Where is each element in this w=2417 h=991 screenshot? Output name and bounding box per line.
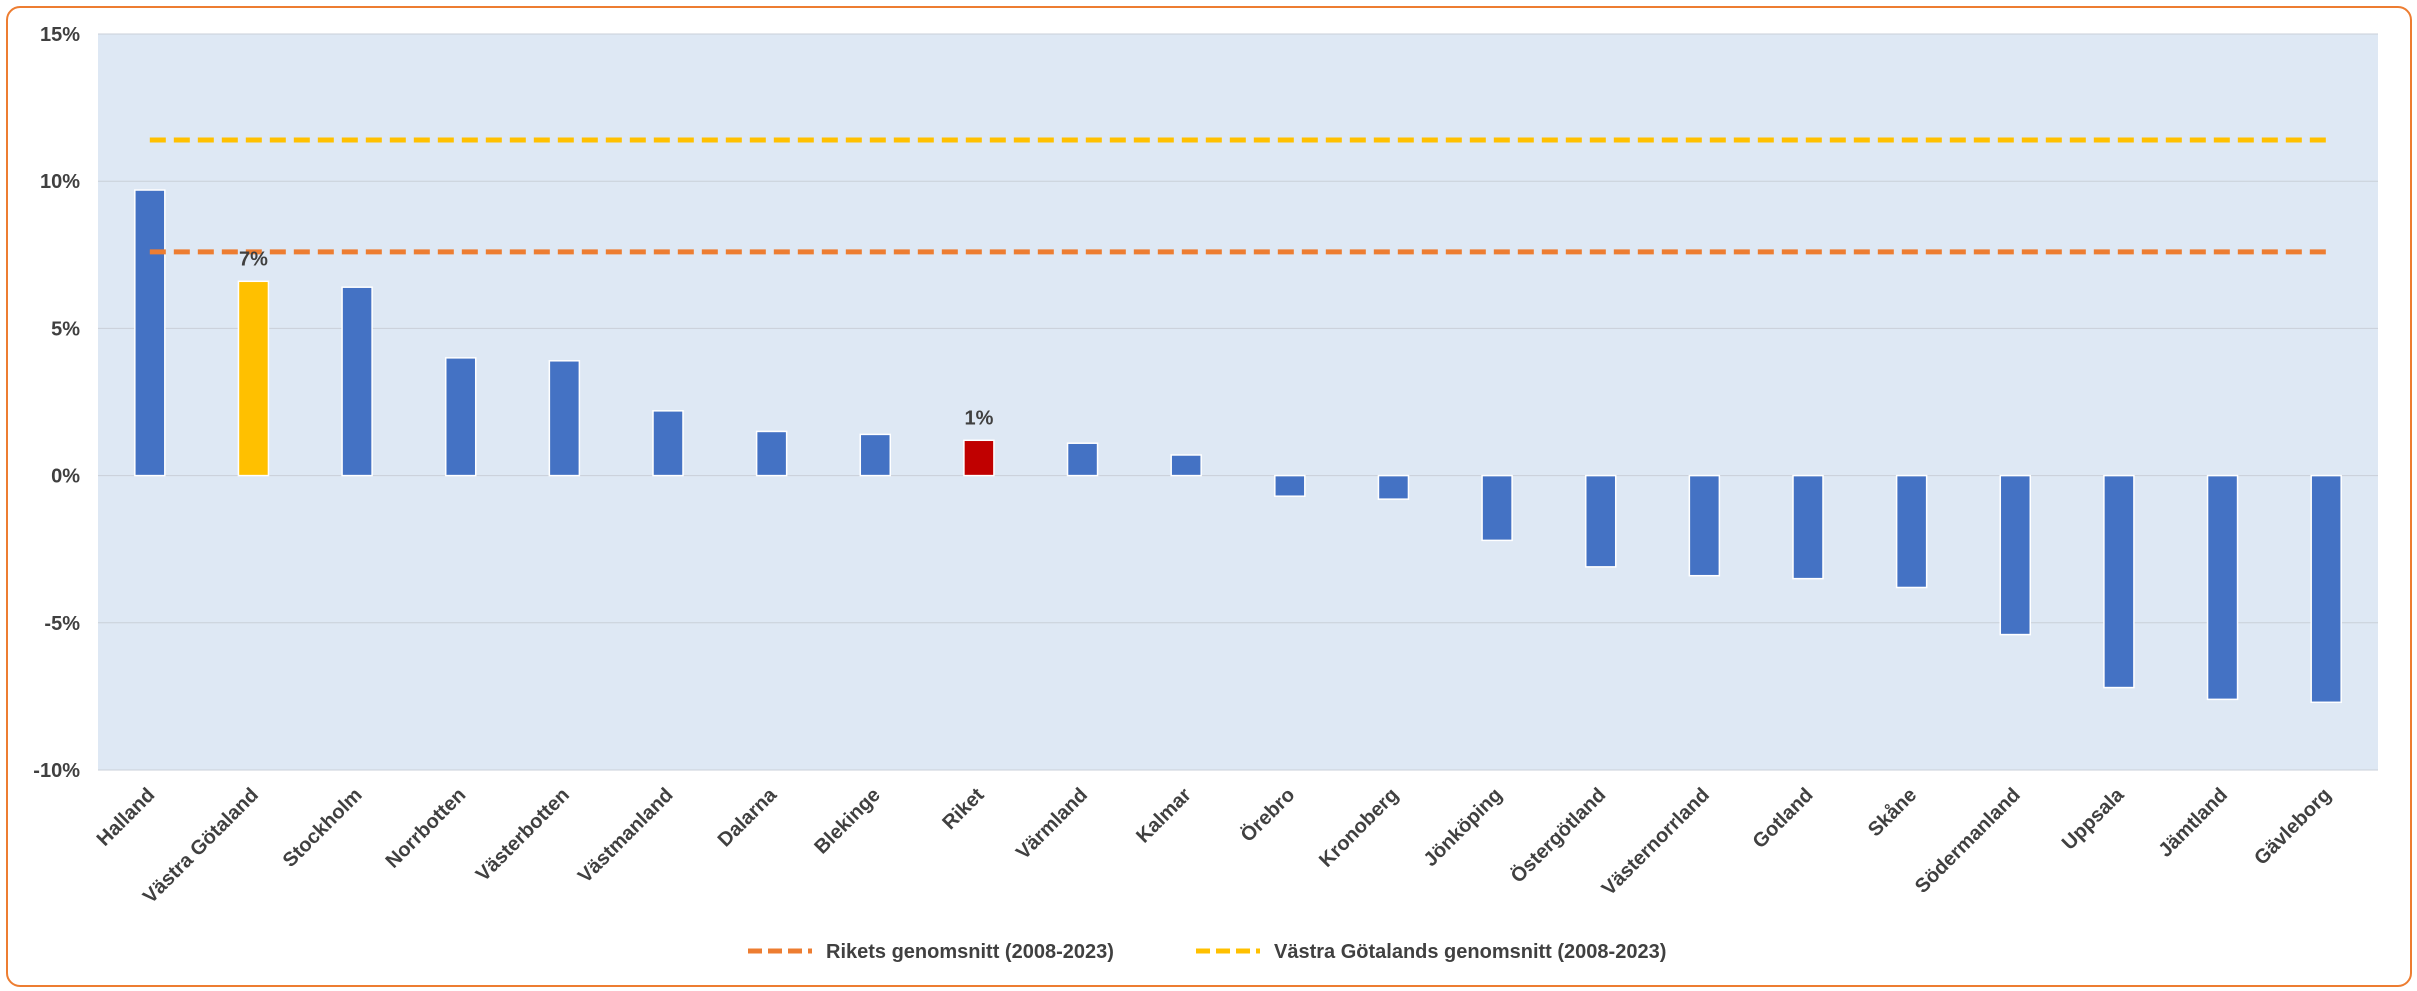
bar [1688, 474, 1721, 577]
bar [1895, 474, 1928, 589]
bar [1999, 474, 2032, 636]
bar [1274, 474, 1306, 497]
bar [1584, 474, 1617, 568]
bar [237, 280, 270, 477]
x-tick-label: Västmanland [574, 784, 678, 888]
x-tick-label: Västra Götaland [139, 784, 263, 908]
x-tick-label: Jönköping [1420, 784, 1507, 871]
y-tick-label: 0% [51, 466, 80, 488]
x-tick-label: Östergötland [1506, 783, 1610, 887]
bar [444, 357, 477, 477]
bar [2310, 474, 2342, 704]
x-tick-label: Stockholm [279, 784, 367, 872]
bar [341, 286, 373, 477]
x-tick-label: Dalarna [714, 783, 782, 851]
x-tick-label: Västerbotten [472, 784, 574, 886]
data-label: 1% [964, 407, 993, 429]
legend-label: Rikets genomsnitt (2008-2023) [826, 941, 1114, 963]
bar [134, 189, 166, 477]
x-tick-label: Kronoberg [1315, 784, 1403, 872]
x-tick-label: Blekinge [810, 784, 885, 859]
x-tick-label: Halland [93, 784, 160, 851]
bar [859, 433, 892, 477]
chart-frame: 15% 10% 5% 0% -5% -10% 7% 1% Halland Västra Göt… [6, 6, 2412, 987]
x-tick-label: Kalmar [1132, 784, 1196, 848]
x-tick-label: Jämtland [2154, 784, 2232, 862]
bar [2206, 474, 2239, 701]
x-tick-label: Örebro [1236, 783, 1299, 846]
bar [755, 430, 788, 477]
y-tick-label: 10% [40, 171, 80, 193]
data-label: 7% [239, 248, 268, 270]
x-tick-label: Norrbotten [382, 784, 471, 873]
x-tick-label: Värmland [1012, 784, 1092, 864]
x-tick-label: Gotland [1749, 784, 1818, 853]
bar [1170, 454, 1202, 477]
bar [2103, 474, 2135, 689]
x-tick-label: Södermanland [1911, 784, 2025, 898]
bar [652, 410, 684, 477]
legend-label: Västra Götalands genomsnitt (2008-2023) [1274, 941, 1666, 963]
x-tick-label: Västernorrland [1598, 784, 1714, 900]
bar [1481, 474, 1513, 542]
bar [1066, 442, 1099, 477]
x-tick-label: Skåne [1863, 783, 1921, 841]
x-tick-label: Uppsala [2058, 783, 2129, 854]
y-tick-label: -5% [44, 613, 80, 635]
x-tick-label: Riket [938, 784, 988, 834]
y-tick-label: -10% [33, 760, 80, 782]
bar [1792, 474, 1824, 580]
y-tick-label: 15% [40, 24, 80, 46]
y-tick-label: 5% [51, 318, 80, 340]
bar [1377, 474, 1410, 500]
bar [548, 360, 581, 477]
plot-area [98, 34, 2378, 770]
bar [963, 439, 995, 477]
x-tick-label: Gävleborg [2250, 784, 2336, 870]
